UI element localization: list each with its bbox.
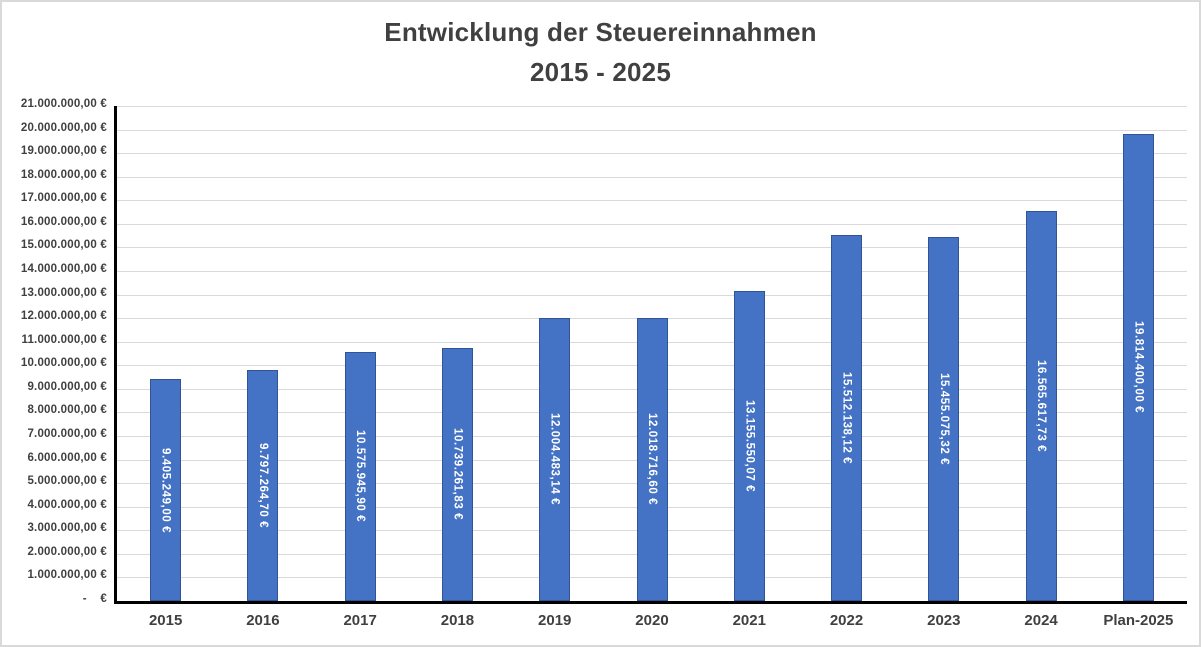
- gridline: [117, 294, 1187, 296]
- y-axis-tick-label: 2.000.000,00 €: [27, 545, 107, 558]
- gridline: [117, 176, 1187, 178]
- gridline: [117, 271, 1187, 272]
- y-axis-tick-label: 9.000.000,00 €: [27, 380, 107, 393]
- y-axis-tick-label: 20.000.000,00 €: [20, 121, 107, 134]
- plot-area: 9.405.249,00 € 9.797.264,70 € 10.575.945,9…: [117, 106, 1187, 601]
- bar-2020: 12.018.716,60 €: [636, 317, 668, 601]
- x-axis-tick-label: Plan-2025: [1103, 612, 1174, 629]
- bar-Plan-2025: 19.814.400,00 €: [1122, 133, 1154, 601]
- bar-value-label: 15.455.075,32 €: [937, 372, 950, 465]
- x-axis-tick-label: 2016: [246, 612, 280, 629]
- x-axis-tick-label: 2018: [440, 612, 475, 629]
- y-axis-tick-label: - €: [82, 593, 107, 605]
- y-axis-tick-label: 17.000.000,00 €: [20, 192, 107, 205]
- chart-title-line1: Entwicklung der Steuereinnahmen: [384, 17, 817, 47]
- gridline: [117, 200, 1187, 202]
- bar-2018: 10.739.261,83 €: [441, 347, 473, 601]
- y-axis-tick-label: 3.000.000,00 €: [27, 522, 107, 535]
- bar-2022: 15.512.138,12 €: [831, 235, 863, 601]
- bar-2015: 9.405.249,00 €: [150, 379, 182, 601]
- bar-value-label: 10.739.261,83 €: [451, 428, 464, 521]
- bar-2023: 15.455.075,32 €: [928, 236, 960, 601]
- chart-title-line2: 2015 - 2025: [530, 57, 671, 87]
- y-axis-tick-label: 1.000.000,00 €: [27, 569, 107, 582]
- bar-2024: 16.565.617,73 €: [1025, 210, 1057, 601]
- x-axis-line: [114, 601, 1187, 604]
- bar-value-label: 9.797.264,70 €: [256, 442, 269, 529]
- x-axis-tick-label: 2024: [1024, 612, 1058, 629]
- bar-2016: 9.797.264,70 €: [247, 370, 279, 601]
- bar-2019: 12.004.483,14 €: [539, 318, 571, 601]
- bar-value-label: 12.018.716,60 €: [646, 413, 658, 506]
- y-axis-tick-label: 7.000.000,00 €: [27, 428, 107, 440]
- bar-value-label: 10.575.945,90 €: [354, 430, 367, 523]
- x-axis-tick-label: 2022: [829, 612, 864, 629]
- x-axis-tick-label: 2021: [732, 612, 766, 629]
- y-axis-tick-label: 8.000.000,00 €: [27, 404, 107, 417]
- gridline: [117, 129, 1187, 131]
- bar-value-label: 12.004.483,14 €: [548, 413, 561, 506]
- y-axis-tick-label: 4.000.000,00 €: [27, 498, 107, 511]
- x-axis-tick-label: 2017: [343, 612, 377, 629]
- y-axis-tick-label: 10.000.000,00 €: [20, 357, 107, 370]
- y-axis-tick-label: 21.000.000,00 €: [20, 98, 107, 110]
- gridline: [117, 247, 1187, 249]
- y-axis-tick-label: 5.000.000,00 €: [27, 475, 107, 488]
- y-axis-tick-label: 6.000.000,00 €: [27, 451, 107, 464]
- y-axis-tick-label: 16.000.000,00 €: [20, 215, 107, 228]
- y-axis-tick-label: 14.000.000,00 €: [20, 263, 107, 275]
- x-axis-tick-label: 2019: [538, 612, 572, 629]
- bar-value-label: 9.405.249,00 €: [159, 447, 172, 533]
- y-axis-tick-label: 13.000.000,00 €: [20, 286, 107, 299]
- gridline: [117, 223, 1187, 225]
- y-axis-tick-label: 11.000.000,00 €: [21, 333, 107, 346]
- bar-2017: 10.575.945,90 €: [344, 351, 376, 601]
- gridline: [117, 106, 1187, 107]
- chart-title: Entwicklung der Steuereinnahmen 2015 - 2…: [2, 12, 1199, 92]
- bar-value-label: 16.565.617,73 €: [1035, 359, 1048, 452]
- bar-2021: 13.155.550,07 €: [733, 290, 765, 601]
- x-axis-tick-label: 2020: [635, 612, 669, 629]
- x-axis-tick-label: 2023: [927, 612, 961, 629]
- y-axis-tick-label: 15.000.000,00 €: [20, 239, 107, 252]
- bar-value-label: 15.512.138,12 €: [840, 372, 853, 465]
- y-axis-tick-label: 19.000.000,00 €: [20, 145, 107, 158]
- bar-value-label: 19.814.400,00 €: [1132, 321, 1145, 414]
- gridline: [117, 153, 1187, 155]
- y-axis-line: [114, 106, 117, 604]
- x-axis-tick-label: 2015: [148, 612, 183, 629]
- y-axis-tick-label: 12.000.000,00 €: [20, 310, 107, 323]
- y-axis-tick-label: 18.000.000,00 €: [20, 168, 107, 181]
- bar-value-label: 13.155.550,07 €: [743, 399, 756, 493]
